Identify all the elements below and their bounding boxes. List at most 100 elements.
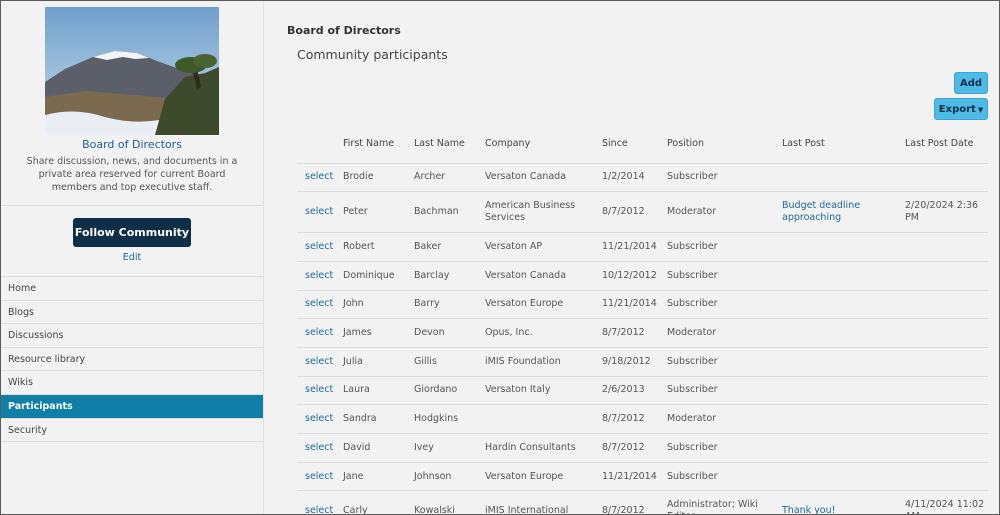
community-nav: Home Blogs Discussions Resource library …: [1, 276, 263, 443]
select-link[interactable]: select: [297, 290, 337, 320]
cell-last-post[interactable]: [776, 232, 899, 262]
cell-last-post[interactable]: [776, 433, 899, 463]
cell-since: 8/7/2012: [596, 191, 661, 234]
community-description: Share discussion, news, and documents in…: [26, 156, 238, 193]
cell-last-post-date: [899, 376, 988, 406]
column-header-company[interactable]: Company: [479, 125, 596, 164]
cell-position: Subscriber: [661, 376, 776, 406]
cell-last-name: Barry: [408, 290, 479, 320]
cell-last-name: Johnson: [408, 462, 479, 492]
cell-last-name: Baker: [408, 232, 479, 262]
column-header-position[interactable]: Position: [661, 125, 776, 164]
cell-since: 8/7/2012: [596, 433, 661, 463]
select-link[interactable]: select: [297, 191, 337, 234]
cell-last-post[interactable]: [776, 462, 899, 492]
cell-last-post[interactable]: [776, 318, 899, 348]
cell-since: 8/7/2012: [596, 404, 661, 434]
column-header-first-name[interactable]: First Name: [337, 125, 408, 164]
cell-company: Versaton Europe: [479, 290, 596, 320]
follow-community-button[interactable]: Follow Community: [73, 218, 191, 247]
cell-last-post-date: 2/20/2024 2:36 PM: [899, 191, 988, 234]
cell-first-name: Sandra: [337, 404, 408, 434]
cell-since: 8/7/2012: [596, 318, 661, 348]
export-label: Export: [938, 103, 976, 115]
select-link[interactable]: select: [297, 433, 337, 463]
cell-last-name: Barclay: [408, 261, 479, 291]
column-header-since[interactable]: Since: [596, 125, 661, 164]
community-banner-image: [45, 7, 219, 135]
cell-last-post[interactable]: [776, 163, 899, 193]
cell-position: Subscriber: [661, 261, 776, 291]
community-name[interactable]: Board of Directors: [82, 138, 182, 151]
nav-item-home[interactable]: Home: [1, 277, 263, 301]
cell-last-post-date: [899, 261, 988, 291]
column-header-last-post[interactable]: Last Post: [776, 125, 899, 164]
edit-link[interactable]: Edit: [122, 252, 142, 263]
cell-first-name: David: [337, 433, 408, 463]
select-link[interactable]: select: [297, 318, 337, 348]
table-row: select Carly Kowalski iMIS International…: [297, 490, 988, 514]
sidebar: Board of Directors Share discussion, new…: [1, 1, 264, 514]
select-link[interactable]: select: [297, 490, 337, 514]
table-row: select Sandra Hodgkins 8/7/2012 Moderato…: [297, 404, 988, 434]
table-row: select Robert Baker Versaton AP 11/21/20…: [297, 232, 988, 262]
table-row: select Laura Giordano Versaton Italy 2/6…: [297, 376, 988, 406]
cell-last-post[interactable]: Thank you!: [776, 490, 899, 514]
select-link[interactable]: select: [297, 404, 337, 434]
cell-position: Administrator; Wiki Editor: [661, 490, 776, 514]
cell-first-name: Jane: [337, 462, 408, 492]
cell-first-name: Dominique: [337, 261, 408, 291]
cell-last-post-date: [899, 404, 988, 434]
nav-item-discussions[interactable]: Discussions: [1, 324, 263, 348]
cell-position: Moderator: [661, 318, 776, 348]
cell-last-post-date: [899, 232, 988, 262]
cell-last-post-date: 4/11/2024 11:02 AM: [899, 490, 988, 514]
cell-last-post[interactable]: [776, 261, 899, 291]
add-button[interactable]: Add: [954, 72, 988, 94]
cell-company: American Business Services: [479, 191, 596, 234]
cell-position: Subscriber: [661, 232, 776, 262]
nav-item-participants[interactable]: Participants: [1, 394, 263, 419]
main-content: Board of Directors Community participant…: [264, 1, 999, 514]
column-header-last-name[interactable]: Last Name: [408, 125, 479, 164]
table-row: select Peter Bachman American Business S…: [297, 191, 988, 234]
cell-first-name: Julia: [337, 347, 408, 377]
cell-company: Versaton Canada: [479, 261, 596, 291]
cell-since: 11/21/2014: [596, 232, 661, 262]
table-row: select Brodie Archer Versaton Canada 1/2…: [297, 163, 988, 193]
column-header-last-post-date[interactable]: Last Post Date: [899, 125, 988, 164]
cell-since: 11/21/2014: [596, 290, 661, 320]
table-row: select Julia Gillis iMIS Foundation 9/18…: [297, 347, 988, 377]
nav-item-wikis[interactable]: Wikis: [1, 371, 263, 395]
cell-last-post-date: [899, 347, 988, 377]
nav-item-resource-library[interactable]: Resource library: [1, 348, 263, 372]
cell-last-post[interactable]: [776, 404, 899, 434]
table-row: select David Ivey Hardin Consultants 8/7…: [297, 433, 988, 463]
cell-position: Subscriber: [661, 433, 776, 463]
section-title: Community participants: [297, 47, 448, 62]
cell-last-post[interactable]: [776, 376, 899, 406]
table-row: select Jane Johnson Versaton Europe 11/2…: [297, 462, 988, 492]
cell-last-post-date: [899, 462, 988, 492]
participants-table: First Name Last Name Company Since Posit…: [297, 125, 988, 514]
nav-item-security[interactable]: Security: [1, 419, 263, 443]
cell-first-name: Carly: [337, 490, 408, 514]
cell-last-post[interactable]: Budget deadline approaching: [776, 191, 899, 234]
cell-first-name: Peter: [337, 191, 408, 234]
cell-last-post[interactable]: [776, 347, 899, 377]
nav-item-blogs[interactable]: Blogs: [1, 301, 263, 325]
page-title: Board of Directors: [287, 24, 401, 37]
cell-last-name: Ivey: [408, 433, 479, 463]
export-button[interactable]: Export ▼: [934, 98, 988, 120]
select-link[interactable]: select: [297, 232, 337, 262]
cell-since: 9/18/2012: [596, 347, 661, 377]
cell-since: 8/7/2012: [596, 490, 661, 514]
select-link[interactable]: select: [297, 261, 337, 291]
cell-position: Subscriber: [661, 163, 776, 193]
select-link[interactable]: select: [297, 347, 337, 377]
select-link[interactable]: select: [297, 376, 337, 406]
select-link[interactable]: select: [297, 163, 337, 193]
select-link[interactable]: select: [297, 462, 337, 492]
cell-last-post[interactable]: [776, 290, 899, 320]
